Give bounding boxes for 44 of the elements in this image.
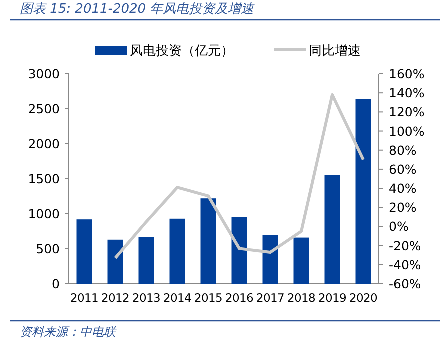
y-tick-label: 500 xyxy=(36,242,60,256)
y-tick-label: 1500 xyxy=(28,172,60,186)
bar xyxy=(324,176,340,284)
y2-tick-label: 20% xyxy=(389,200,417,216)
y2-tick-label: 40% xyxy=(389,181,417,196)
y-tick-label: 2500 xyxy=(28,102,60,116)
line-series xyxy=(114,94,365,260)
legend-label: 同比增速 xyxy=(309,44,361,59)
y2-tick-label: 100% xyxy=(389,124,425,139)
x-tick-label: 2020 xyxy=(349,291,378,305)
y2-tick-label: 140% xyxy=(389,86,425,101)
bar xyxy=(76,220,92,284)
y2-tick-label: -40% xyxy=(389,257,422,272)
y2-tick-label: 0% xyxy=(389,219,409,234)
y-tick-label: 1000 xyxy=(28,206,60,222)
y-tick-label: 0 xyxy=(52,276,60,292)
bar xyxy=(108,240,124,284)
bar xyxy=(356,99,372,284)
legend-label: 风电投资（亿元） xyxy=(130,44,234,59)
bar xyxy=(200,198,216,284)
chart-title: 图表 15: 2011-2020 年风电投资及增速 xyxy=(20,2,256,17)
x-tick-label: 2018 xyxy=(287,291,316,305)
y2-tick-label: 120% xyxy=(389,104,425,120)
y2-tick-label: -60% xyxy=(389,276,422,292)
bar xyxy=(294,238,310,284)
bar xyxy=(170,218,186,284)
x-tick-label: 2012 xyxy=(101,291,130,305)
bar xyxy=(262,235,278,284)
y2-tick-label: 80% xyxy=(389,142,417,158)
x-tick-label: 2017 xyxy=(256,291,285,305)
x-tick-label: 2015 xyxy=(194,291,223,305)
x-tick-label: 2019 xyxy=(318,291,347,305)
bar xyxy=(232,218,248,284)
y2-tick-label: 160% xyxy=(389,66,425,82)
y-tick-label: 3000 xyxy=(28,66,60,82)
bar xyxy=(138,237,154,284)
x-tick-label: 2014 xyxy=(163,291,192,305)
x-tick-label: 2013 xyxy=(132,291,161,305)
y-tick-label: 2000 xyxy=(28,136,60,152)
x-tick-label: 2016 xyxy=(225,291,254,305)
x-tick-label: 2011 xyxy=(70,291,99,305)
y2-tick-label: -20% xyxy=(389,238,422,254)
y2-tick-label: 60% xyxy=(389,162,417,177)
text: 资料来源：中电联 xyxy=(20,325,118,339)
